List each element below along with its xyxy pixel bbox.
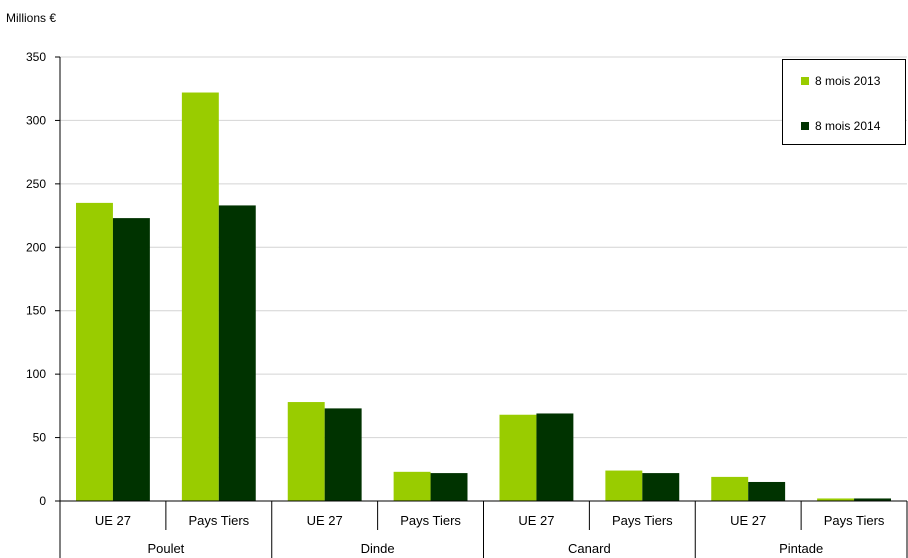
- y-axis-label: Millions €: [6, 11, 57, 25]
- legend-label-2013: 8 mois 2013: [815, 74, 881, 88]
- x-category-label: Pays Tiers: [612, 513, 673, 528]
- x-category-label: UE 27: [518, 513, 554, 528]
- x-category-label: UE 27: [730, 513, 766, 528]
- bar-2013: [76, 202, 113, 501]
- x-group-label: Dinde: [361, 541, 395, 556]
- x-category-label: UE 27: [307, 513, 343, 528]
- bar-2014: [536, 413, 574, 501]
- x-category-label: Pays Tiers: [824, 513, 885, 528]
- bar-2013: [817, 498, 855, 501]
- legend-item-2014: 8 mois 2014: [801, 119, 880, 133]
- bar-2014: [748, 481, 786, 501]
- legend-swatch-2014: [801, 122, 809, 130]
- x-category-label: UE 27: [95, 513, 131, 528]
- bar-2013: [605, 470, 643, 501]
- bar-2014: [642, 473, 680, 501]
- legend-item-2013: 8 mois 2013: [801, 74, 880, 88]
- bar-2013: [181, 92, 219, 502]
- y-tick-label: 0: [39, 494, 46, 508]
- legend-swatch-2013: [801, 77, 809, 85]
- y-tick-label: 250: [26, 177, 46, 191]
- y-tick-label: 50: [33, 431, 47, 445]
- bar-2013: [287, 402, 325, 501]
- x-group-label: Pintade: [779, 541, 823, 556]
- x-category-label: Pays Tiers: [400, 513, 461, 528]
- y-tick-label: 350: [26, 50, 46, 64]
- x-category-label: Pays Tiers: [188, 513, 249, 528]
- bar-2013: [499, 414, 537, 501]
- bar-2014: [324, 408, 362, 501]
- bar-2013: [711, 476, 749, 501]
- y-tick-label: 300: [26, 113, 46, 127]
- y-tick-label: 100: [26, 367, 46, 381]
- x-group-label: Canard: [568, 541, 611, 556]
- bar-2014: [218, 205, 256, 501]
- bar-2014: [854, 498, 891, 501]
- x-group-label: Poulet: [147, 541, 184, 556]
- bar-2014: [112, 218, 150, 501]
- y-tick-label: 150: [26, 304, 46, 318]
- bar-2014: [430, 473, 468, 501]
- legend-label-2014: 8 mois 2014: [815, 119, 881, 133]
- bar-2013: [393, 471, 431, 501]
- y-tick-label: 200: [26, 240, 46, 254]
- legend: 8 mois 2013 8 mois 2014: [782, 59, 906, 145]
